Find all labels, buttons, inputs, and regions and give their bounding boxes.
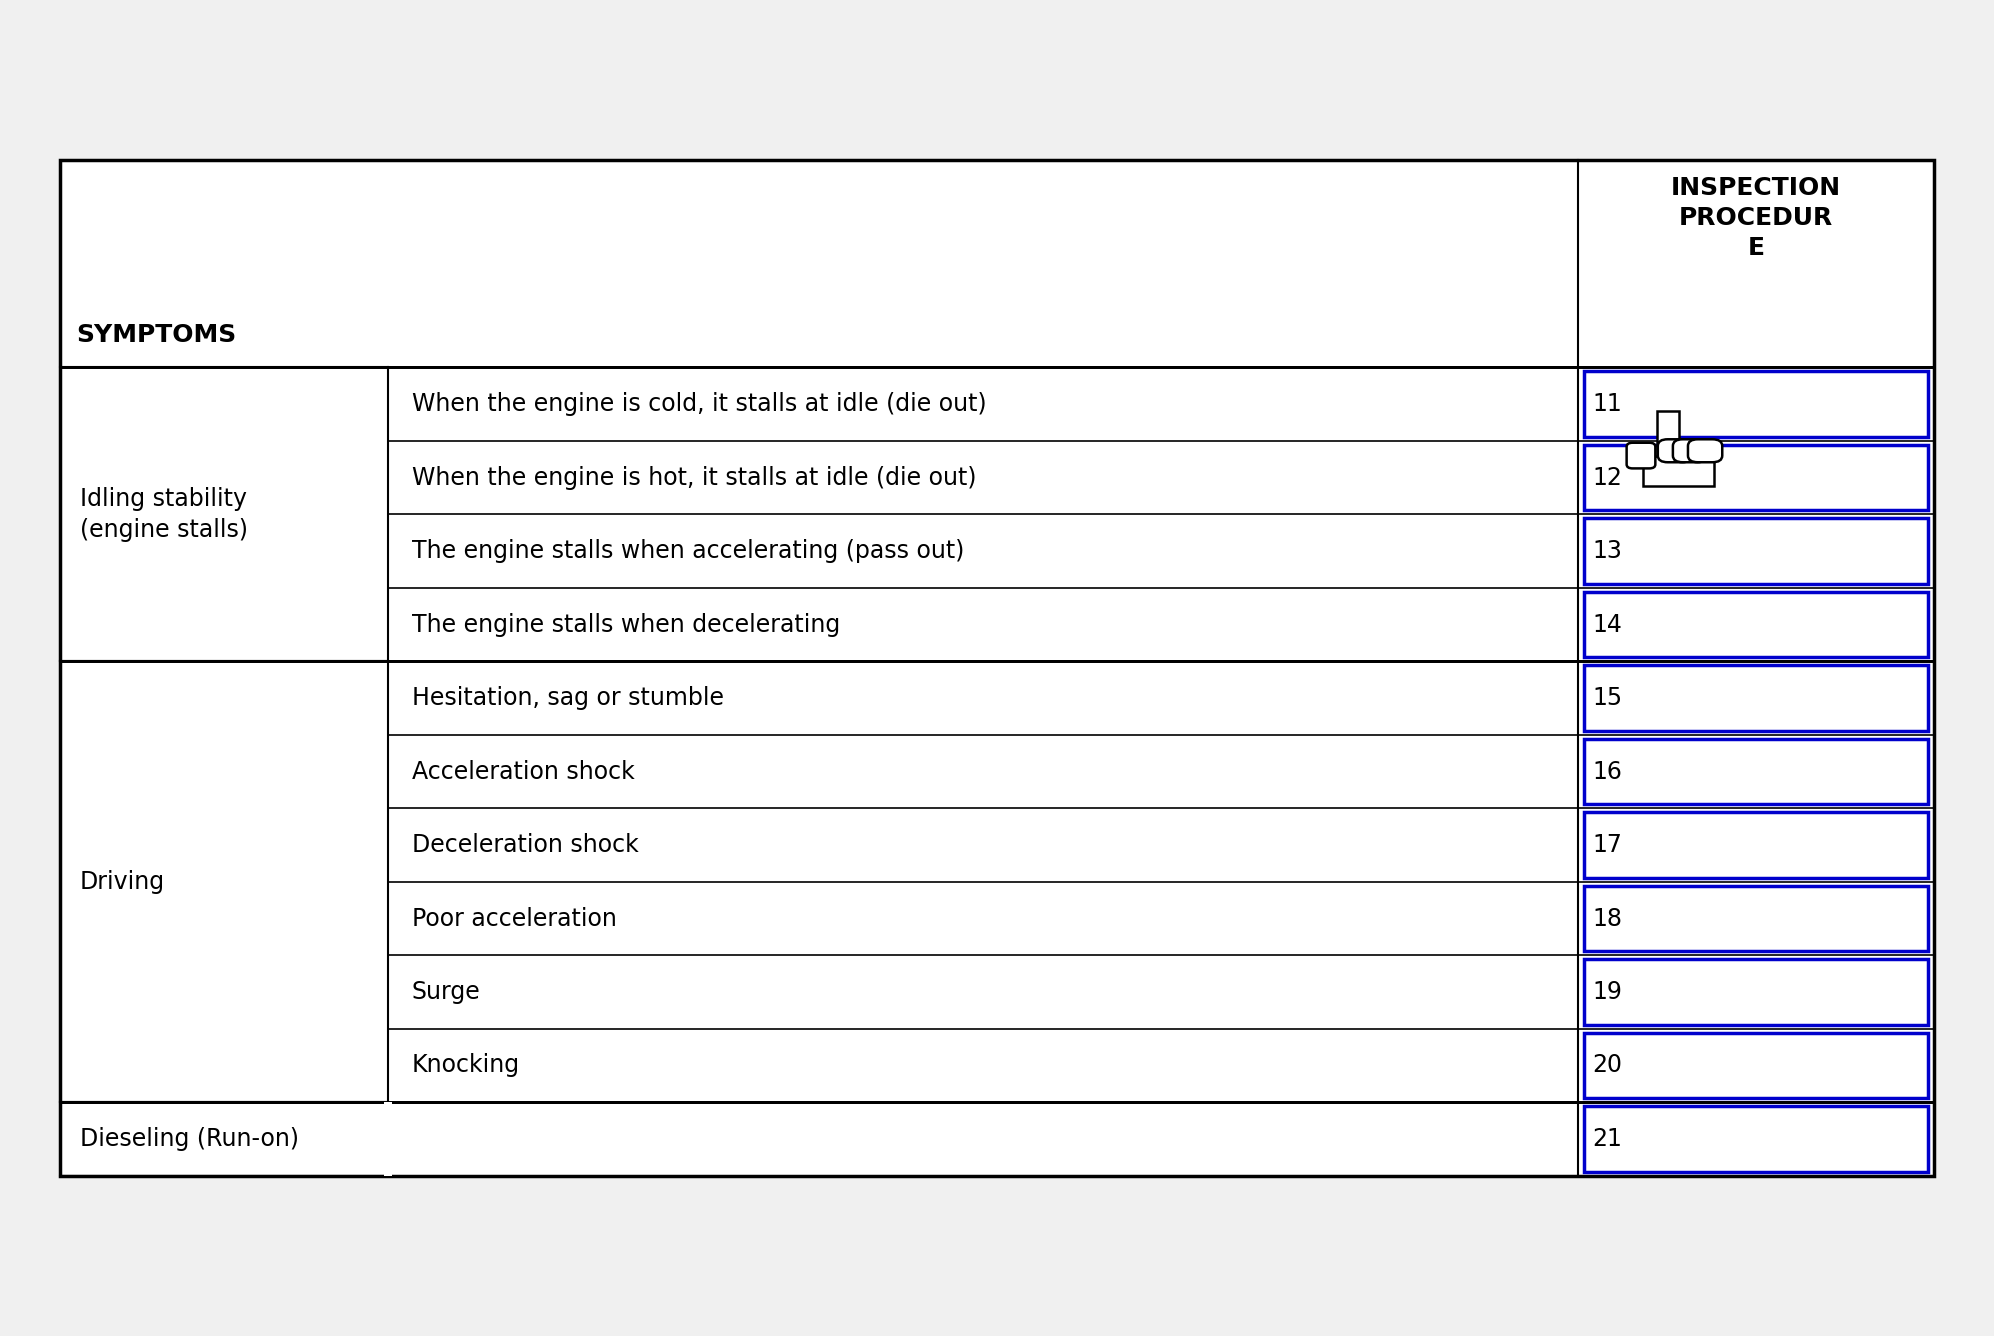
FancyBboxPatch shape <box>1689 440 1723 462</box>
Bar <box>1583 445 1928 510</box>
Bar <box>1583 371 1928 437</box>
Text: 11: 11 <box>1591 393 1621 415</box>
Text: Driving: Driving <box>80 870 166 894</box>
FancyBboxPatch shape <box>1643 456 1715 486</box>
Text: Surge: Surge <box>411 981 481 1003</box>
FancyBboxPatch shape <box>1627 442 1655 469</box>
Text: When the engine is cold, it stalls at idle (die out): When the engine is cold, it stalls at id… <box>411 393 987 415</box>
Text: 19: 19 <box>1591 981 1621 1003</box>
Text: Idling stability
(engine stalls): Idling stability (engine stalls) <box>80 486 247 542</box>
Text: 18: 18 <box>1591 907 1621 930</box>
Text: The engine stalls when accelerating (pass out): The engine stalls when accelerating (pas… <box>411 540 965 562</box>
Bar <box>60 160 1934 1176</box>
Text: 17: 17 <box>1591 834 1621 856</box>
Text: Poor acceleration: Poor acceleration <box>411 907 616 930</box>
Text: Hesitation, sag or stumble: Hesitation, sag or stumble <box>411 687 724 709</box>
Text: When the engine is hot, it stalls at idle (die out): When the engine is hot, it stalls at idl… <box>411 466 977 489</box>
Text: 12: 12 <box>1591 466 1621 489</box>
Bar <box>1583 665 1928 731</box>
Text: Dieseling (Run-on): Dieseling (Run-on) <box>80 1128 299 1150</box>
Text: 13: 13 <box>1591 540 1621 562</box>
Text: Acceleration shock: Acceleration shock <box>411 760 634 783</box>
FancyBboxPatch shape <box>1657 440 1693 462</box>
Text: Deceleration shock: Deceleration shock <box>411 834 638 856</box>
Bar <box>1583 886 1928 951</box>
Text: 20: 20 <box>1591 1054 1621 1077</box>
Text: 16: 16 <box>1591 760 1621 783</box>
Text: INSPECTION
PROCEDUR
E: INSPECTION PROCEDUR E <box>1671 176 1840 259</box>
Text: 21: 21 <box>1591 1128 1621 1150</box>
Bar <box>1583 518 1928 584</box>
Text: 14: 14 <box>1591 613 1621 636</box>
Bar <box>1583 812 1928 878</box>
Bar <box>383 1102 391 1176</box>
Text: SYMPTOMS: SYMPTOMS <box>76 323 235 347</box>
Bar <box>1583 739 1928 804</box>
FancyBboxPatch shape <box>1657 411 1679 456</box>
Bar <box>1583 1106 1928 1172</box>
Bar <box>1583 959 1928 1025</box>
Bar <box>1583 1033 1928 1098</box>
Text: 15: 15 <box>1591 687 1623 709</box>
FancyBboxPatch shape <box>1673 440 1707 462</box>
Text: Knocking: Knocking <box>411 1054 520 1077</box>
Text: The engine stalls when decelerating: The engine stalls when decelerating <box>411 613 839 636</box>
Bar <box>1583 592 1928 657</box>
